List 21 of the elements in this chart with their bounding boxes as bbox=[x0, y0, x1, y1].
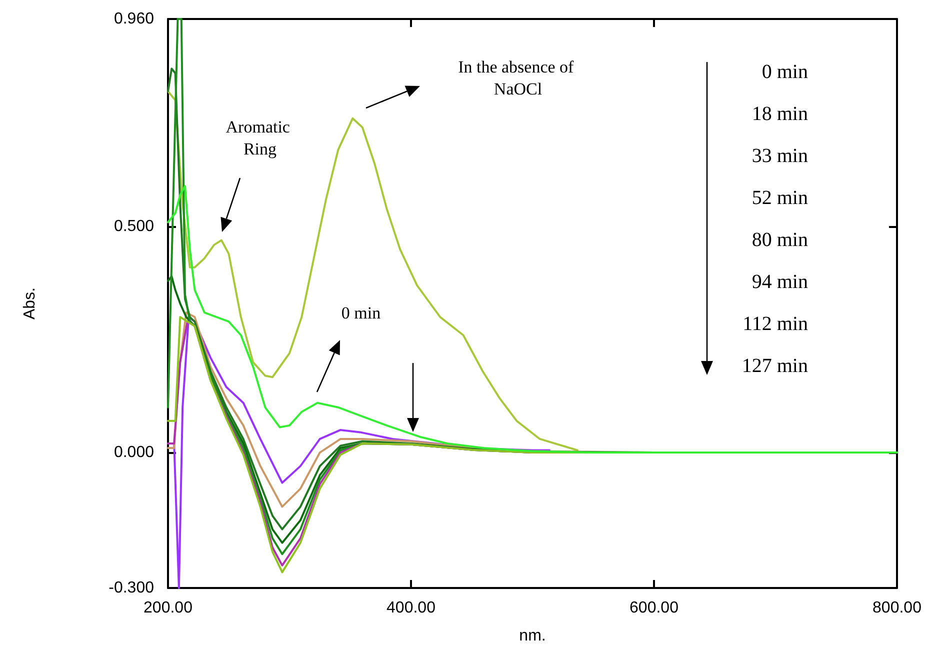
x-tick-label: 800.00 bbox=[872, 600, 922, 616]
annotation: 33 min bbox=[752, 145, 808, 167]
annotation: 127 min bbox=[742, 355, 808, 377]
y-axis-title: Abs. bbox=[22, 287, 38, 320]
x-tick-label: 200.00 bbox=[144, 600, 193, 616]
annotation: 80 min bbox=[752, 229, 808, 251]
y-tick-label: -0.300 bbox=[108, 580, 154, 596]
annotation: 52 min bbox=[752, 187, 808, 209]
y-tick-label: 0.500 bbox=[114, 218, 154, 236]
y-tick-label: 0.000 bbox=[114, 444, 154, 462]
annotation: 112 min bbox=[742, 313, 808, 335]
y-tick-label: 0.960 bbox=[114, 10, 154, 28]
annotation: In the absence of NaOCl bbox=[458, 58, 578, 98]
x-axis-title: nm. bbox=[519, 628, 546, 644]
x-tick-label: 600.00 bbox=[630, 600, 679, 616]
annotation: 0 min bbox=[341, 304, 382, 322]
annotation: 0 min bbox=[762, 61, 808, 83]
annotation: 18 min bbox=[752, 103, 808, 125]
x-tick-label: 400.00 bbox=[386, 600, 436, 616]
annotation: 94 min bbox=[752, 271, 808, 293]
annotation: Aromatic Ring bbox=[226, 118, 294, 158]
